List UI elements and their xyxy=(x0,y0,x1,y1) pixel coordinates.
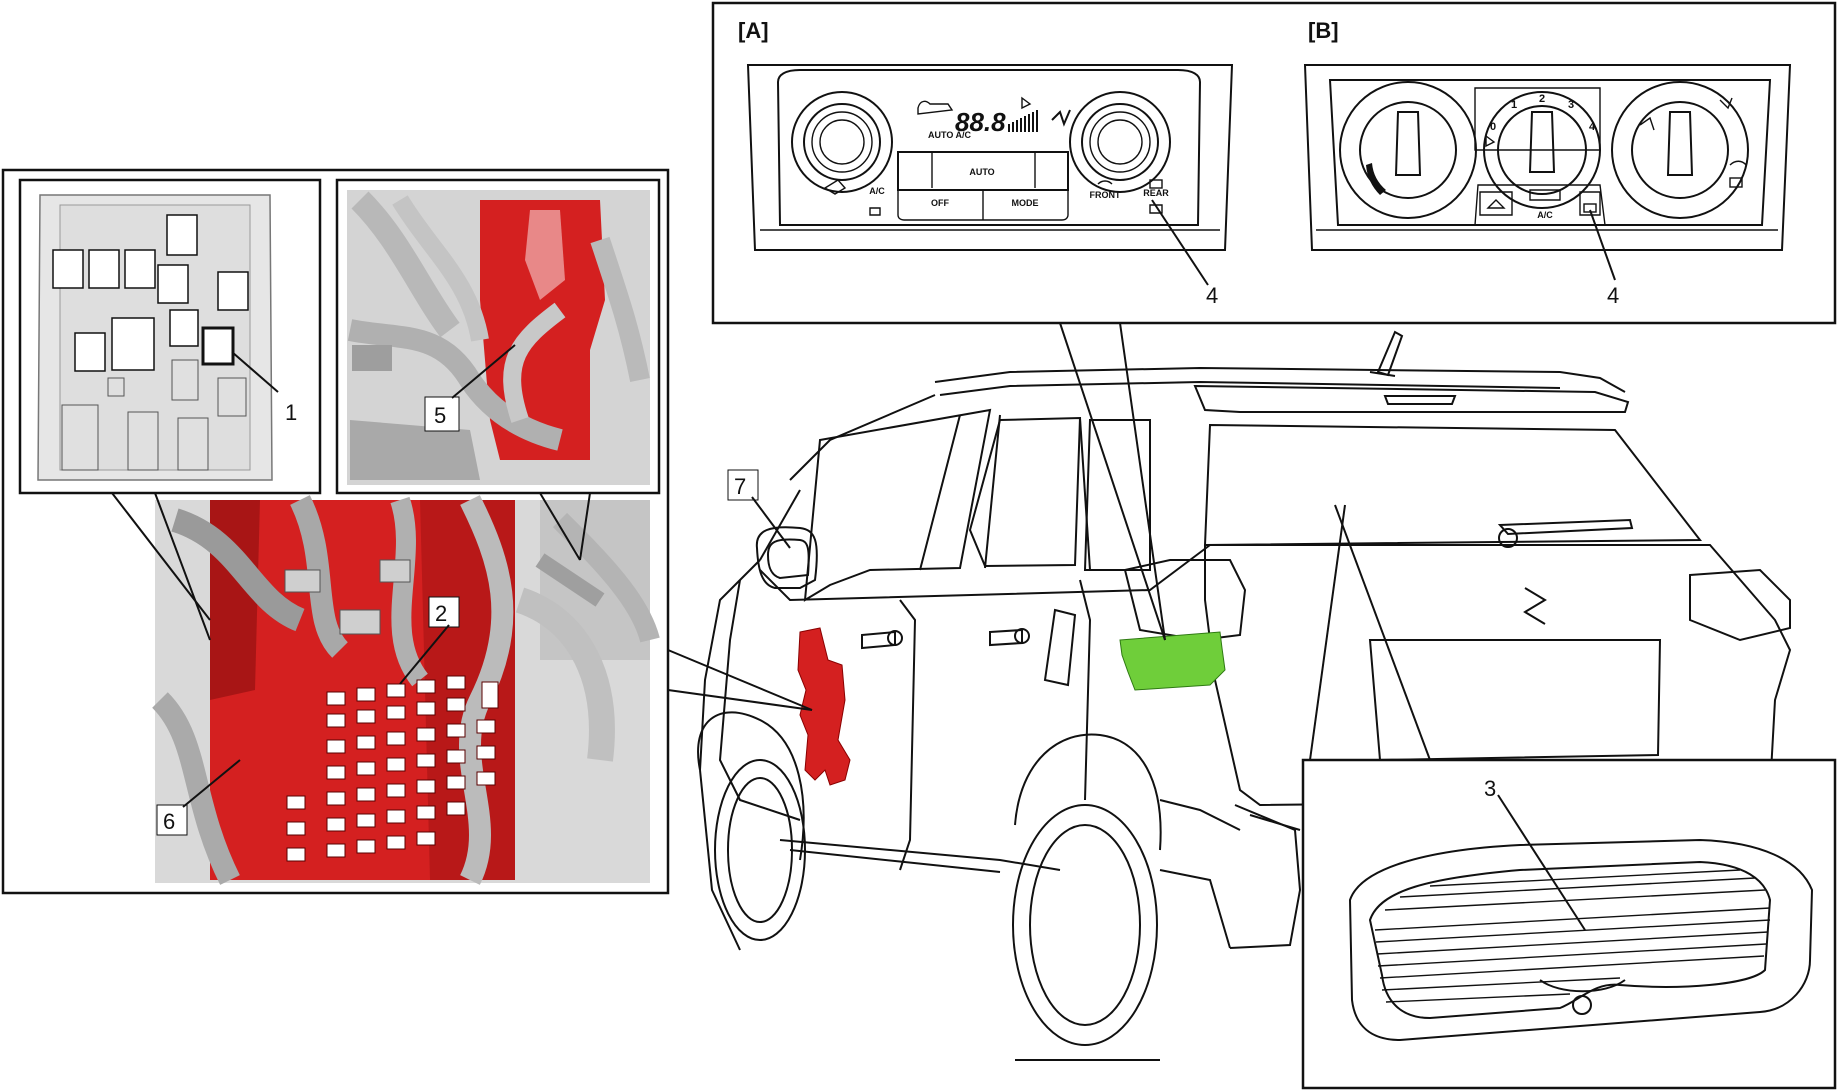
recirculation-icon xyxy=(823,179,847,195)
fuse-grid xyxy=(286,675,499,862)
panel-b-label: [B] xyxy=(1308,18,1339,43)
vent-mode-icon xyxy=(1639,116,1655,131)
fan-speed-0: 0 xyxy=(1490,121,1496,133)
callout-3: 3 xyxy=(1484,776,1496,801)
fan-icon xyxy=(1485,134,1496,148)
panel-a-label: [A] xyxy=(738,18,769,43)
fan-speed-4: 4 xyxy=(1589,121,1596,133)
manual-ac-control-panel: 0 1 2 3 4 A/C xyxy=(1303,64,1792,251)
fuse-box-layout-drawing xyxy=(37,194,273,481)
airflow-mode-icon xyxy=(1051,109,1071,127)
callout-4-auto-panel: 4 xyxy=(1206,283,1218,308)
rear-defogger-inset xyxy=(1301,758,1837,1090)
fan-speed-2: 2 xyxy=(1539,93,1545,105)
recirculation-icon xyxy=(1486,199,1506,209)
callout-1: 1 xyxy=(285,400,297,425)
junction-block-render xyxy=(151,495,660,885)
auto-ac-indicator: AUTO A/C xyxy=(928,130,972,140)
rear-defrost-button: REAR xyxy=(1143,188,1169,198)
callout-7: 7 xyxy=(734,474,746,499)
callout-2: 2 xyxy=(435,601,447,626)
callout-4-manual-panel: 4 xyxy=(1607,283,1619,308)
fan-speed-1: 1 xyxy=(1511,99,1517,111)
temperature-display: 88.8 xyxy=(955,107,1006,137)
fan-speed-3: 3 xyxy=(1568,99,1574,111)
mode-button: MODE xyxy=(1012,198,1039,208)
rear-window-defogger xyxy=(1348,838,1814,1042)
fan-icon xyxy=(1021,96,1032,110)
floor-mode-icon xyxy=(1719,97,1733,110)
hvac-panels-frame xyxy=(711,1,1837,325)
rear-defrost-icon xyxy=(1149,179,1163,189)
defrost-mode-icon xyxy=(1729,160,1747,166)
rear-defrost-icon xyxy=(1729,177,1743,188)
fan-level-bars-icon xyxy=(1008,110,1038,132)
hvac-control-unit-highlight xyxy=(1119,631,1226,691)
off-button: OFF xyxy=(931,198,949,208)
auto-ac-control-panel: AUTO A/C 88.8 AUTO OFF MODE A/C FRONT RE… xyxy=(746,64,1234,251)
callout-6: 6 xyxy=(163,809,175,834)
fuse-1-highlight xyxy=(201,326,235,366)
wiring-render xyxy=(347,190,650,485)
ac-button: A/C xyxy=(869,186,885,196)
front-defrost-button: FRONT xyxy=(1090,190,1121,200)
callout-5: 5 xyxy=(434,403,446,428)
front-defrost-icon xyxy=(1097,180,1113,185)
auto-button: AUTO xyxy=(969,167,994,177)
manual-ac-button: A/C xyxy=(1537,210,1553,220)
